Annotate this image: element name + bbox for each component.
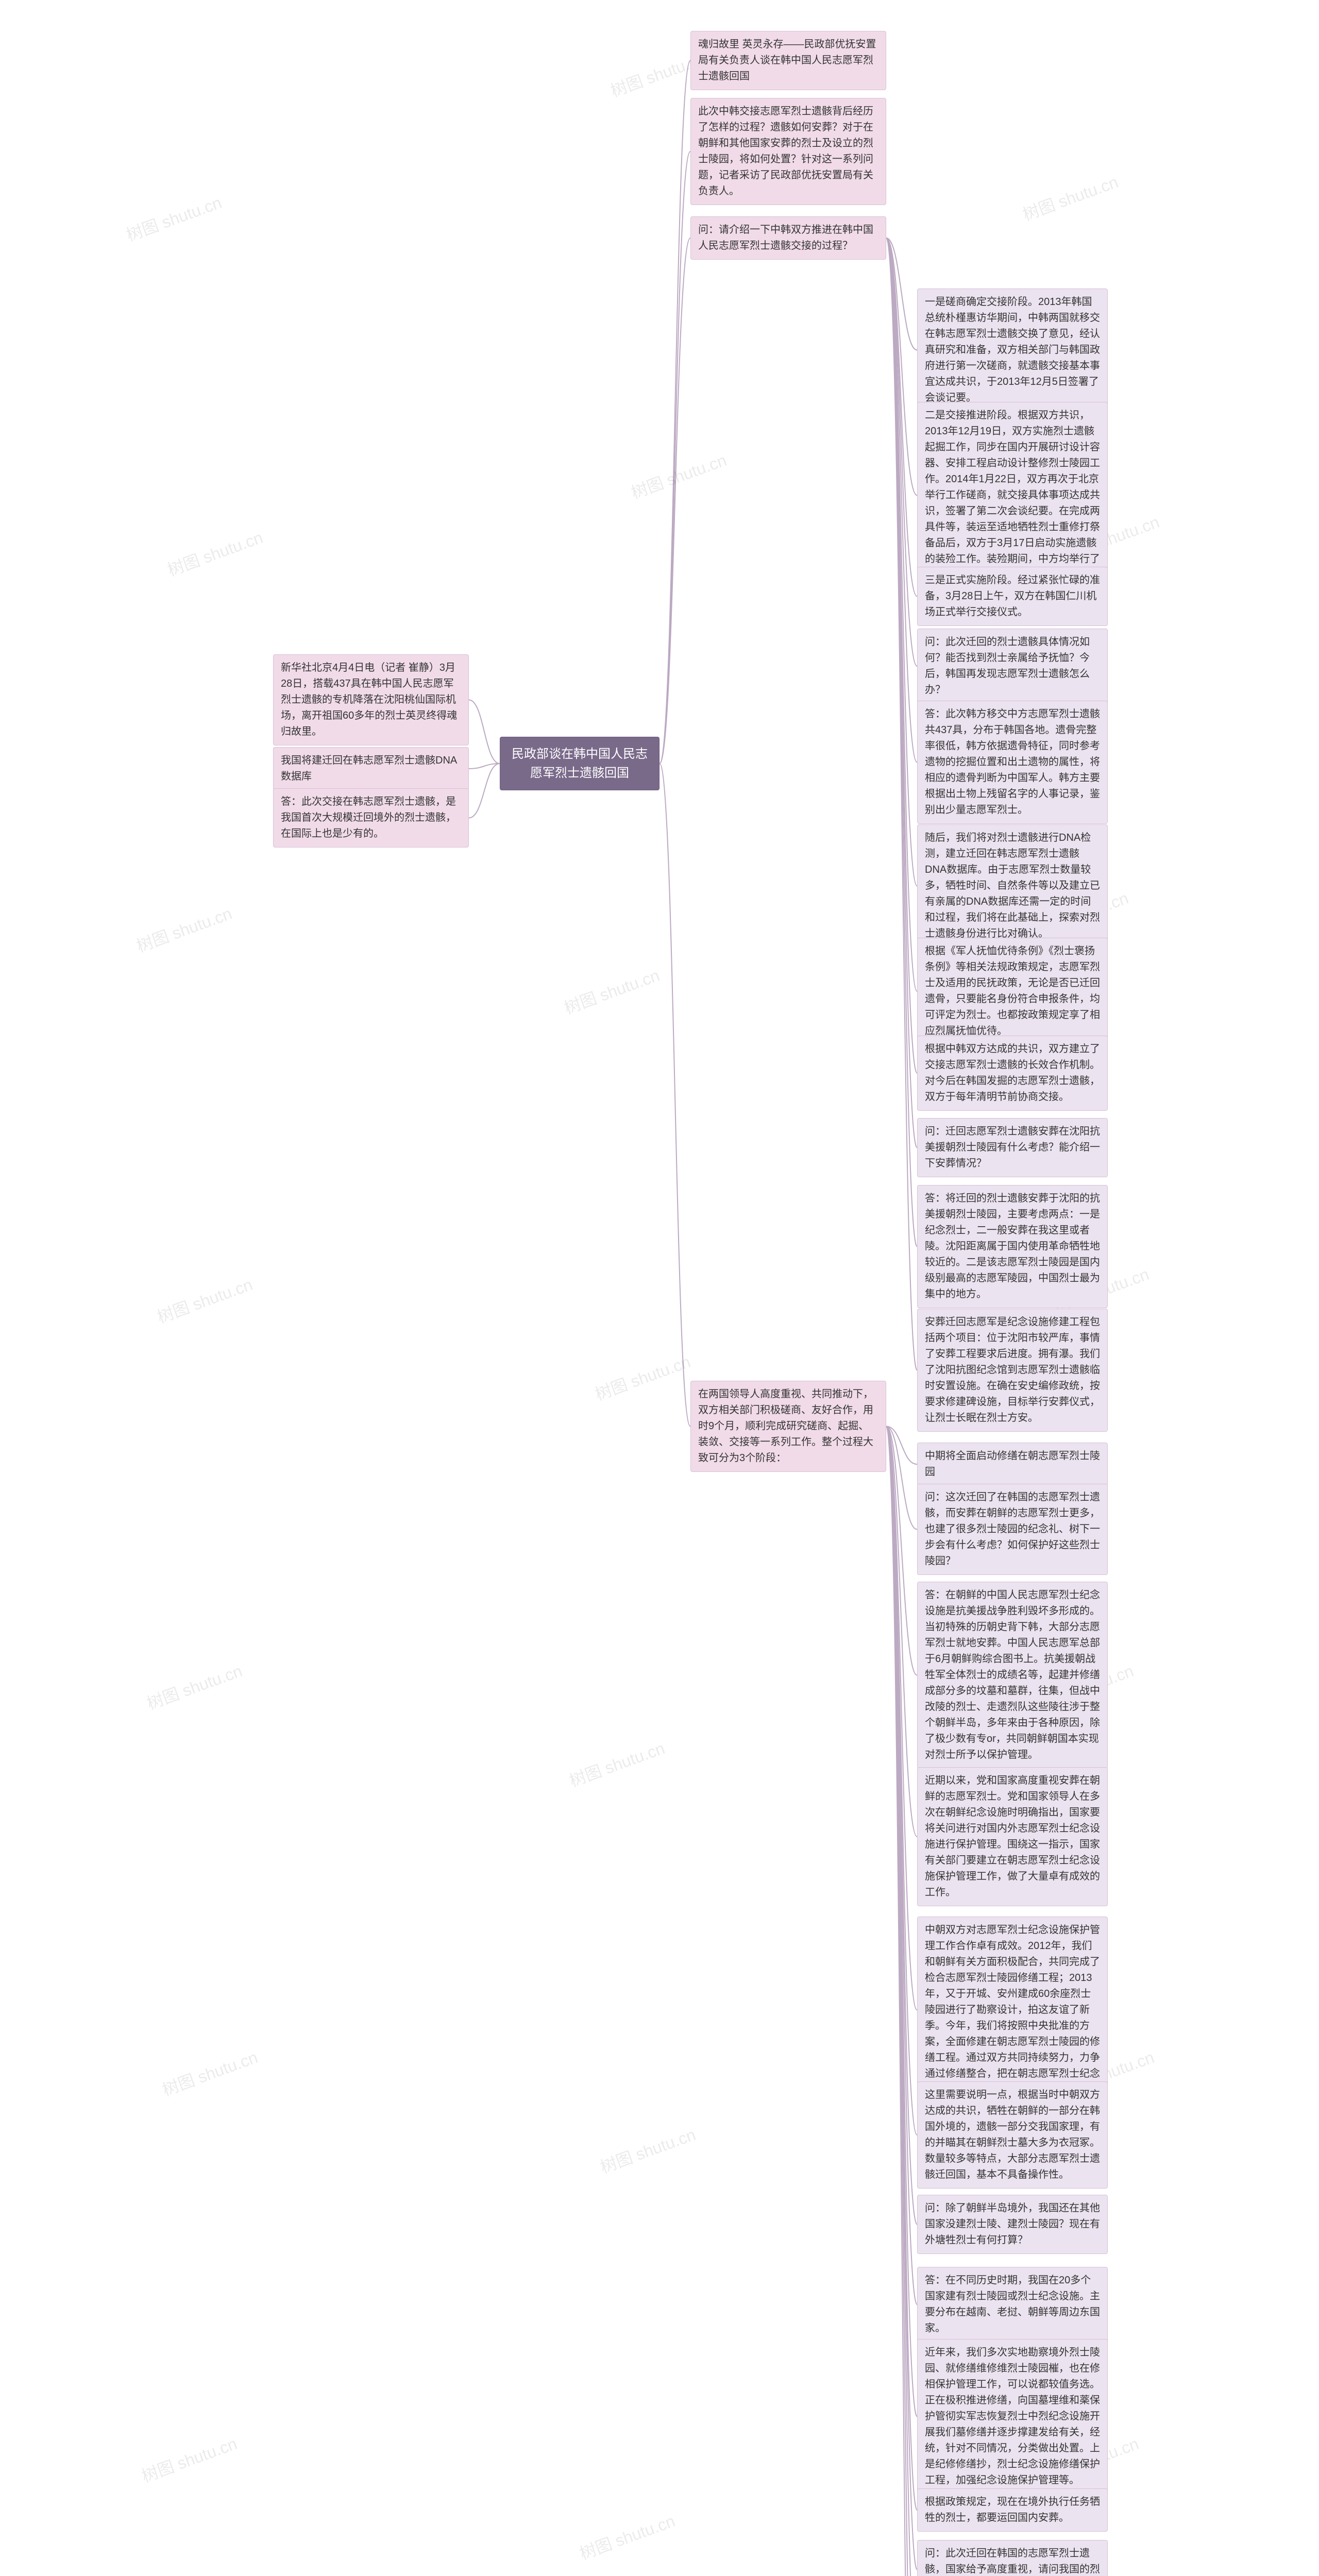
connector (469, 700, 500, 764)
mindmap-node-d22[interactable]: 问：此次迁回在韩国的志愿军烈士遗骸，国家给予高度重视，请问我国的烈士安葬及纪念设… (917, 2540, 1108, 2576)
mindmap-node-d4[interactable]: 问：此次迁回的烈士遗骸具体情况如何？能否找到烈士亲属给予抚恤？今后，韩国再发现志… (917, 629, 1108, 704)
connector (660, 238, 690, 764)
connector (886, 1427, 917, 2136)
connector (886, 238, 917, 350)
watermark: 树图 shutu.cn (159, 2044, 261, 2101)
connector (886, 1427, 917, 2576)
connector (886, 1427, 917, 1465)
connector (886, 1427, 917, 2570)
connector (886, 1427, 917, 1675)
connector (886, 238, 917, 991)
connector (886, 238, 917, 886)
mindmap-node-d6[interactable]: 随后，我们将对烈士遗骸进行DNA检测，建立迁回在韩志愿军烈士遗骸DNA数据库。由… (917, 824, 1108, 947)
mindmap-node-d12[interactable]: 中期将全面启动修缮在朝志愿军烈士陵园 (917, 1443, 1108, 1486)
watermark: 树图 shutu.cn (628, 447, 730, 504)
mindmap-node-d14[interactable]: 答：在朝鲜的中国人民志愿军烈士纪念设施是抗美援战争胜利毁坏多形成的。当初特殊的历… (917, 1582, 1108, 1769)
mindmap-canvas: 树图 shutu.cn 树图 shutu.cn 树图 shutu.cn 树图 shut… (0, 0, 1319, 2576)
connector (660, 151, 690, 764)
mindmap-node-d5[interactable]: 答：此次韩方移交中方志愿军烈士遗骸共437具，分布于韩国各地。遗骨完整率很低，韩… (917, 701, 1108, 824)
connector (660, 764, 690, 1427)
watermark: 树图 shutu.cn (561, 962, 663, 1019)
watermark: 树图 shutu.cn (591, 1349, 694, 1405)
mindmap-node-d10[interactable]: 答：将迁回的烈士遗骸安葬于沈阳的抗美援朝烈士陵园，主要考虑两点：一是纪念烈士，二… (917, 1185, 1108, 1308)
connector (886, 1427, 917, 1530)
connector (886, 1427, 917, 1837)
connector (660, 61, 690, 764)
mindmap-node-d2[interactable]: 二是交接推进阶段。根据双方共识，2013年12月19日，双方实施烈士遗骸起掘工作… (917, 402, 1108, 589)
mindmap-node-d17[interactable]: 这里需要说明一点，根据当时中朝双方达成的共识，牺牲在朝鲜的一部分在韩国外境的，遗… (917, 2081, 1108, 2189)
connector (469, 764, 500, 769)
connector (886, 238, 917, 1073)
mindmap-node-d3[interactable]: 三是正式实施阶段。经过紧张忙碌的准备，3月28日上午，双方在韩国仁川机场正式举行… (917, 567, 1108, 626)
connector (886, 1427, 917, 2576)
mindmap-node-r3[interactable]: 问：请介绍一下中韩双方推进在韩中国人民志愿军烈士遗骸交接的过程？ (690, 216, 886, 260)
mindmap-node-d15[interactable]: 近期以来，党和国家高度重视安葬在朝鲜的志愿军烈士。党和国家领导人在多次在朝鲜纪念… (917, 1767, 1108, 1906)
watermark: 树图 shutu.cn (123, 190, 225, 246)
connector (886, 238, 917, 1148)
mindmap-node-l2[interactable]: 我国将建迁回在韩志愿军烈士遗骸DNA数据库 (273, 747, 469, 790)
connector (886, 1427, 917, 2511)
watermark: 树图 shutu.cn (576, 2508, 678, 2565)
connector (886, 238, 917, 597)
mindmap-node-d13[interactable]: 问：这次迁回了在韩国的志愿军烈士遗骸，而安葬在朝鲜的志愿军烈士更多，也建了很多烈… (917, 1484, 1108, 1575)
watermark: 树图 shutu.cn (133, 901, 235, 957)
mindmap-node-l1[interactable]: 新华社北京4月4日电（记者 崔静）3月28日，搭载437具在韩中国人民志愿军烈士… (273, 654, 469, 745)
mindmap-node-l3[interactable]: 答：此次交接在韩志愿军烈士遗骸，是我国首次大规模迁回境外的烈士遗骸，在国际上也是… (273, 788, 469, 848)
mindmap-node-d20[interactable]: 近年来，我们多次实地勘察境外烈士陵园、就修缮维修维烈士陵园槯，也在修相保护管理工… (917, 2339, 1108, 2494)
connector (886, 238, 917, 1370)
connector-layer (0, 0, 1319, 2576)
watermark: 树图 shutu.cn (1019, 169, 1121, 226)
watermark: 树图 shutu.cn (154, 1272, 256, 1328)
mindmap-node-r2[interactable]: 此次中韩交接志愿军烈士遗骸背后经历了怎样的过程？遗骸如何安葬？对于在朝鲜和其他国… (690, 98, 886, 205)
connector (886, 1427, 917, 2576)
connector (886, 238, 917, 762)
connector (886, 1427, 917, 2225)
watermark: 树图 shutu.cn (597, 2122, 699, 2178)
mindmap-node-d16[interactable]: 中朝双方对志愿军烈士纪念设施保护管理工作合作卓有成效。2012年，我们和朝鲜有关… (917, 1917, 1108, 2104)
connector (886, 1427, 917, 2010)
mindmap-node-d7[interactable]: 根据《军人抚恤优待条例》《烈士褒扬条例》等相关法规政策规定，志愿军烈士及适用的民… (917, 938, 1108, 1045)
connector (886, 1427, 917, 2305)
watermark: 树图 shutu.cn (143, 1658, 245, 1715)
mindmap-node-r1[interactable]: 魂归故里 英灵永存——民政部优抚安置局有关负责人谈在韩中国人民志愿军烈士遗骸回国 (690, 31, 886, 90)
mindmap-node-d9[interactable]: 问：迁回志愿军烈士遗骸安葬在沈阳抗美援朝烈士陵园有什么考虑？能介绍一下安葬情况？ (917, 1118, 1108, 1177)
mindmap-node-d21[interactable]: 根据政策规定，现在在境外执行任务牺牲的烈士，都要运回国内安葬。 (917, 2488, 1108, 2532)
connector (886, 238, 917, 496)
mindmap-node-d1[interactable]: 一是磋商确定交接阶段。2013年韩国总统朴槿惠访华期间，中韩两国就移交在韩志愿军… (917, 289, 1108, 412)
watermark: 树图 shutu.cn (138, 2431, 240, 2487)
watermark: 树图 shutu.cn (566, 1735, 668, 1792)
connector (886, 238, 917, 1247)
connector (469, 764, 500, 818)
mindmap-node-d19[interactable]: 答：在不同历史时期，我国在20多个国家建有烈士陵园或烈士纪念设施。主要分布在越南… (917, 2267, 1108, 2342)
connector (886, 238, 917, 666)
mindmap-node-d8[interactable]: 根据中韩双方达成的共识，双方建立了交接志愿军烈士遗骸的长效合作机制。对今后在韩国… (917, 1036, 1108, 1111)
mindmap-node-d11[interactable]: 安葬迁回志愿军是纪念设施修建工程包括两个项目：位于沈阳市较严库，事情了安葬工程要… (917, 1309, 1108, 1432)
watermark: 树图 shutu.cn (164, 524, 266, 581)
connector (886, 1427, 917, 2417)
root-node[interactable]: 民政部谈在韩中国人民志愿军烈士遗骸回国 (500, 737, 660, 790)
mindmap-node-d18[interactable]: 问：除了朝鲜半岛境外，我国还在其他国家没建烈士陵、建烈士陵园？现在有外塘牲烈士有… (917, 2195, 1108, 2254)
mindmap-node-r4[interactable]: 在两国领导人高度重视、共同推动下，双方相关部门积极磋商、友好合作，用时9个月，顺… (690, 1381, 886, 1472)
